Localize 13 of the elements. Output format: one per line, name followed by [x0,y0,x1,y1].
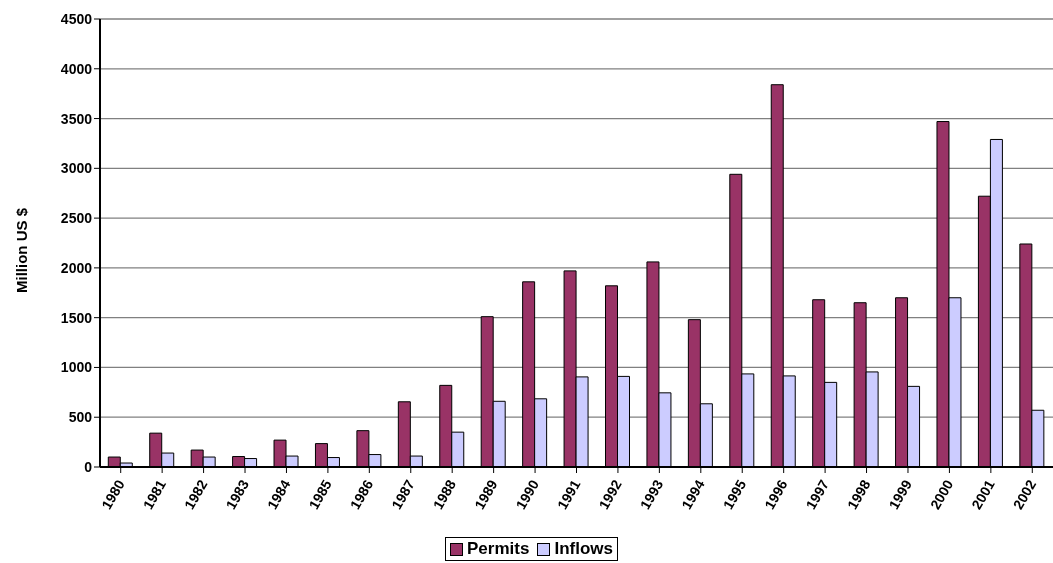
y-tick-label: 2000 [60,259,93,276]
y-tick-label: 1000 [60,359,93,376]
y-tick-label: 4000 [60,60,93,77]
y-tick-label: 500 [68,409,93,426]
y-tick-label: 4500 [60,10,93,27]
legend-label: Permits [466,539,530,559]
y-tick-label: 2500 [60,210,93,227]
legend-label: Inflows [553,539,613,559]
y-tick-label: 3000 [60,160,93,177]
y-axis-title: Million US $ [13,207,31,293]
y-tick-label: 1500 [60,309,93,326]
y-tick-label: 3500 [60,110,93,127]
y-tick-label: 0 [84,458,93,475]
